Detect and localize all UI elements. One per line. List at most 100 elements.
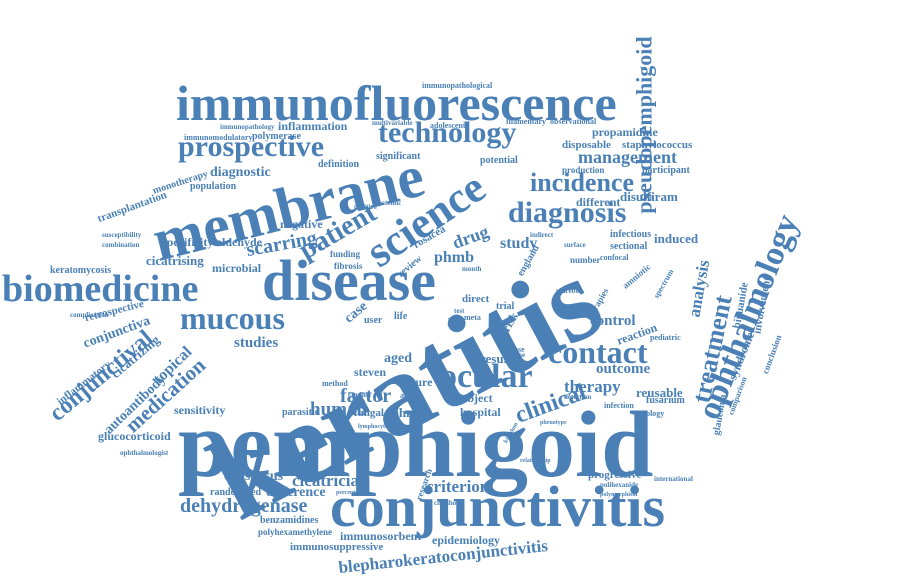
word-participant: participant: [642, 165, 690, 176]
word-technology: technology: [378, 116, 517, 149]
word-contact: contact: [548, 334, 648, 370]
word-sectional: sectional: [610, 241, 648, 252]
word-hospital: hospital: [460, 405, 501, 419]
word-consensus: consensus: [224, 469, 284, 484]
word-immunopathological: immunopathological: [422, 81, 493, 90]
word-prospective: prospective: [178, 130, 325, 163]
word-infection: infection: [604, 401, 634, 410]
word-year: year: [448, 315, 464, 324]
word-lymphocyte: lymphocyte: [358, 424, 388, 430]
word-epidemiology: epidemiology: [432, 533, 500, 547]
word-difference: difference: [266, 485, 326, 500]
word-polihexanide: polihexanide: [600, 481, 639, 489]
word-filamentary: filamentary: [506, 117, 546, 126]
word-cicatricial: cicatricial: [292, 471, 364, 490]
word-mucous: mucous: [180, 300, 285, 336]
word-aldehyde: aldehyde: [216, 235, 263, 249]
word-infectious: infectious: [610, 229, 652, 240]
word-amniotic: amniotic: [620, 261, 653, 291]
word-test: test: [454, 307, 465, 315]
word-phenotype: phenotype: [540, 420, 567, 426]
word-detection: detection: [564, 393, 592, 401]
word-systemic: systemic: [376, 199, 402, 207]
word-outcome: outcome: [596, 361, 651, 377]
word-glucocorticoid: glucocorticoid: [98, 429, 171, 443]
word-staphylococcus: staphylococcus: [622, 139, 693, 151]
word-induced: induced: [654, 231, 699, 246]
word-study: study: [500, 235, 538, 252]
word-ophthalmologist: ophthalmologist: [120, 449, 169, 457]
word-different: different: [576, 195, 621, 209]
word-meta: meta: [464, 313, 481, 322]
word-user: user: [364, 315, 383, 326]
word-steven: steven: [354, 365, 386, 379]
word-complication: complication: [70, 311, 109, 319]
word-johnson: johnson: [388, 405, 433, 420]
word-adolescent: adolescent: [430, 121, 466, 130]
word-propamidine: propamidine: [592, 125, 658, 139]
word-criterion: criterion: [426, 477, 490, 496]
word-conjunctivitis: conjunctivitis: [330, 474, 666, 539]
word-multivariable: multivariable: [372, 119, 413, 127]
word-mouse: mouse: [506, 351, 526, 359]
word-inflammation: inflammation: [278, 119, 348, 133]
word-negative: negative: [280, 217, 323, 231]
word-life: life: [394, 311, 408, 322]
word-production: production: [562, 165, 605, 175]
word-positive: positive: [354, 203, 377, 211]
word-relationship: relationship: [520, 458, 551, 464]
word-conclusion: conclusion: [760, 333, 784, 376]
word-significant: significant: [376, 151, 421, 162]
word-childhood: childhood: [434, 499, 464, 507]
word-population: population: [190, 181, 237, 192]
word-polymorphism: polymorphism: [600, 492, 638, 498]
word-benzamidines: benzamidines: [260, 515, 319, 526]
word-specificity: specificity: [162, 235, 214, 249]
word-incidence: incidence: [530, 168, 634, 197]
word-observational: observational: [550, 117, 597, 126]
word-disposable: disposable: [562, 139, 611, 151]
word-fusarium: fusarium: [646, 395, 685, 406]
word-aged: aged: [384, 351, 412, 366]
word-pediatric: pediatric: [650, 333, 681, 342]
word-polyhexamethylene: polyhexamethylene: [258, 527, 332, 537]
word-confocal: confocal: [600, 253, 629, 262]
word-parasitic: parasitic: [282, 407, 320, 418]
word-disease: disease: [262, 248, 436, 313]
word-susceptibility: susceptibility: [102, 231, 142, 239]
word-therapy: therapy: [564, 377, 621, 396]
word-culture: culture: [396, 375, 433, 389]
word-phmb: phmb: [434, 249, 475, 266]
word-result: result: [480, 351, 512, 366]
word-control: control: [590, 313, 636, 329]
word-fungal: fungal: [354, 407, 384, 419]
word-disulfiram: disulfiram: [620, 189, 678, 204]
word-method: method: [322, 379, 348, 388]
word-management: management: [578, 147, 677, 167]
word-fibrosis: fibrosis: [334, 261, 363, 271]
word-factor: factor: [340, 385, 392, 407]
word-indirect: indirect: [530, 231, 554, 239]
word-international: international: [654, 475, 693, 483]
word-laminin: laminin: [348, 391, 371, 399]
word-month: month: [462, 265, 482, 273]
word-placebo: placebo: [556, 287, 579, 295]
word-randomized: randomized: [210, 487, 262, 498]
word-number: number: [570, 255, 601, 265]
word-immunosorbent: immunosorbent: [340, 529, 422, 543]
word-immunofluorescence: immunofluorescence: [176, 75, 617, 131]
word-spectrum: spectrum: [651, 267, 676, 300]
word-keratomycosis: keratomycosis: [50, 265, 112, 276]
word-sensitivity: sensitivity: [174, 403, 226, 417]
word-cause: cause: [506, 345, 525, 354]
word-progressive: progressive: [588, 469, 642, 481]
word-reusable: reusable: [636, 385, 683, 400]
word-immunomodulatory: immunomodulatory: [184, 133, 253, 142]
word-percentage: percentage: [336, 490, 364, 496]
word-adult: adult: [400, 391, 418, 400]
word-diagnosis: diagnosis: [508, 196, 627, 229]
word-immunosuppressive: immunosuppressive: [290, 541, 384, 553]
word-ocular: ocular: [440, 358, 533, 395]
word-surface: surface: [564, 241, 586, 249]
